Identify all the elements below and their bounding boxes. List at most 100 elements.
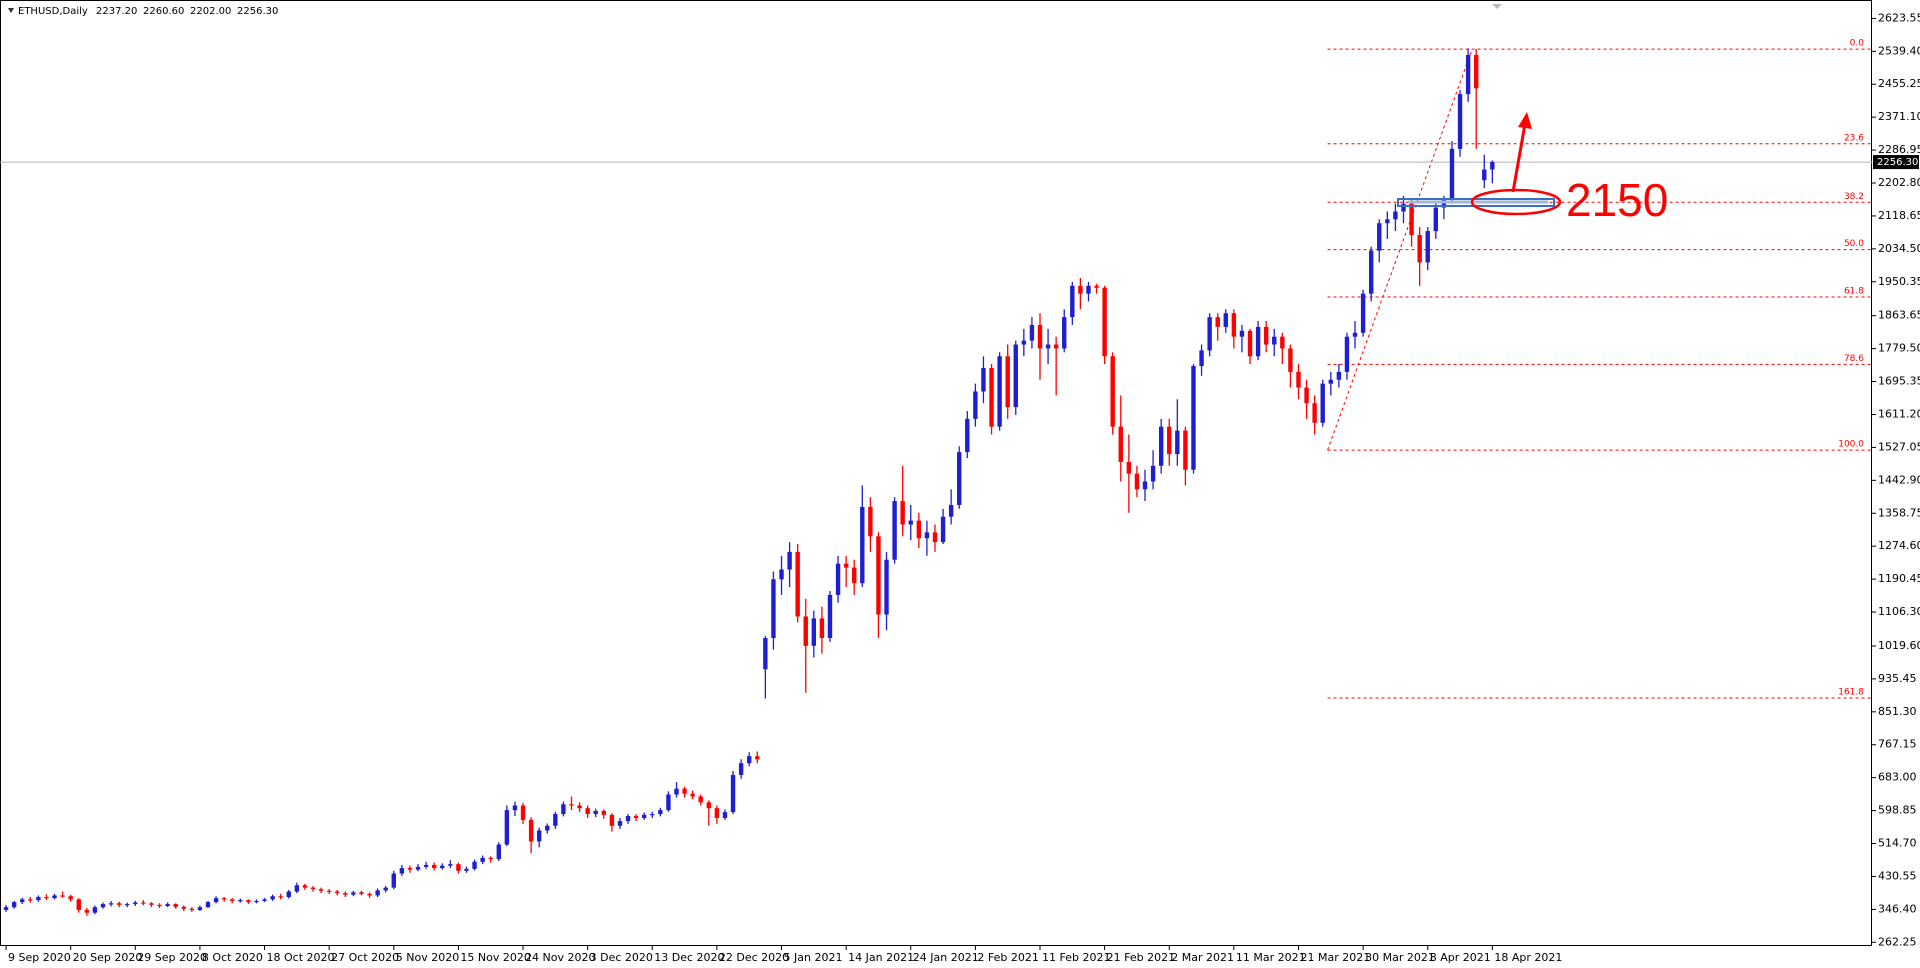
candle-body bbox=[1465, 54, 1471, 95]
candle-body bbox=[1255, 326, 1261, 357]
candle-body bbox=[1191, 366, 1196, 470]
candle-body bbox=[496, 844, 501, 860]
candle-body bbox=[1239, 330, 1245, 337]
candle-body bbox=[1142, 481, 1148, 490]
candle-body bbox=[415, 866, 421, 870]
candle-body bbox=[714, 808, 720, 818]
annotation-text: 2150 bbox=[1566, 174, 1668, 226]
candle-body bbox=[755, 756, 760, 760]
fib-label: 78.6 bbox=[1844, 354, 1864, 364]
candle-body bbox=[601, 810, 607, 815]
candle-body bbox=[682, 788, 687, 794]
candle-body bbox=[545, 825, 550, 831]
candle-body bbox=[28, 899, 33, 901]
header-quote: 2260.60 bbox=[143, 6, 184, 17]
fib-label: 38.2 bbox=[1844, 192, 1864, 202]
y-tick-label: 2371.10 bbox=[1878, 110, 1920, 123]
candle-body bbox=[916, 520, 922, 539]
header-quote: 2202.00 bbox=[190, 6, 231, 17]
candle-body bbox=[464, 868, 469, 871]
candle-body bbox=[706, 802, 712, 809]
arrow-shaft bbox=[1511, 123, 1527, 193]
y-tick-label: 262.25 bbox=[1878, 935, 1917, 948]
x-tick-label: 5 Jan 2021 bbox=[784, 951, 843, 964]
candle-body bbox=[52, 895, 57, 899]
x-tick-label: 30 Mar 2021 bbox=[1365, 951, 1435, 964]
candle-body bbox=[528, 819, 534, 842]
candle-body bbox=[1336, 371, 1342, 380]
candle-body bbox=[1207, 317, 1212, 351]
x-tick-label: 8 Oct 2020 bbox=[202, 951, 263, 964]
candle-body bbox=[569, 804, 574, 806]
plot-frame bbox=[0, 0, 1872, 946]
candle-body bbox=[504, 810, 510, 845]
candle-body bbox=[585, 808, 590, 815]
candle-body bbox=[383, 887, 388, 891]
candle-body bbox=[149, 903, 154, 905]
candle-body bbox=[1102, 287, 1107, 357]
candle-body bbox=[827, 594, 833, 638]
candle-body bbox=[197, 907, 203, 910]
candle-body bbox=[11, 902, 17, 908]
candle-body bbox=[1280, 336, 1285, 349]
candle-body bbox=[189, 908, 195, 910]
candle-body bbox=[181, 906, 186, 909]
candle-body bbox=[125, 904, 130, 906]
candle-body bbox=[1062, 317, 1067, 349]
x-tick-label: 27 Oct 2020 bbox=[331, 951, 399, 964]
y-tick-label: 2286.95 bbox=[1878, 143, 1920, 156]
candle-body bbox=[1344, 336, 1350, 372]
candle-body bbox=[448, 864, 453, 866]
candle-body bbox=[310, 887, 316, 890]
candle-body bbox=[157, 904, 162, 907]
candle-body bbox=[1288, 348, 1293, 372]
candle-body bbox=[1441, 199, 1447, 208]
candle-body bbox=[254, 900, 259, 903]
candle-body bbox=[270, 896, 275, 900]
x-tick-label: 2 Feb 2021 bbox=[977, 951, 1038, 964]
x-tick-label: 2 Mar 2021 bbox=[1171, 951, 1234, 964]
y-tick-label: 1779.50 bbox=[1878, 342, 1920, 355]
candle-body bbox=[1352, 332, 1358, 337]
candle-body bbox=[1368, 250, 1374, 294]
candle-body bbox=[981, 367, 986, 392]
candle-body bbox=[674, 788, 679, 795]
candle-body bbox=[738, 763, 744, 775]
candle-body bbox=[1167, 426, 1172, 455]
candle-body bbox=[1482, 169, 1487, 181]
candle-body bbox=[44, 897, 49, 899]
x-tick-label: 18 Apr 2021 bbox=[1494, 951, 1562, 964]
header-symbol: ETHUSD,Daily bbox=[18, 6, 88, 17]
candle-body bbox=[658, 810, 663, 815]
x-tick-label: 5 Nov 2020 bbox=[396, 951, 459, 964]
candle-body bbox=[771, 579, 776, 638]
y-tick-label: 1442.90 bbox=[1878, 473, 1920, 486]
candle-body bbox=[698, 796, 703, 803]
candle-body bbox=[852, 567, 857, 584]
candle-body bbox=[997, 356, 1002, 427]
candle-body bbox=[84, 909, 90, 913]
fib-label: 50.0 bbox=[1844, 239, 1864, 249]
candle-body bbox=[932, 532, 938, 543]
y-tick-label: 2623.55 bbox=[1878, 11, 1920, 24]
candle-body bbox=[440, 865, 445, 869]
candle-body bbox=[1045, 344, 1051, 349]
candle-body bbox=[819, 618, 825, 638]
price-line: 2256.30 bbox=[0, 155, 1919, 170]
candle-body bbox=[76, 899, 81, 910]
candle-body bbox=[488, 857, 493, 860]
candle-body bbox=[1021, 340, 1027, 345]
candle-body bbox=[141, 902, 146, 904]
candle-body bbox=[1126, 461, 1132, 474]
y-tick-label: 1611.20 bbox=[1878, 407, 1920, 420]
y-tick-label: 767.15 bbox=[1878, 738, 1917, 751]
arrow-head bbox=[1518, 112, 1532, 129]
candle-body bbox=[133, 902, 138, 905]
candle-body bbox=[1183, 430, 1188, 470]
fib-label: 61.8 bbox=[1844, 286, 1864, 296]
candle-body bbox=[577, 805, 582, 809]
candle-body bbox=[1490, 162, 1495, 170]
candle-body bbox=[1070, 285, 1075, 318]
y-tick-label: 598.85 bbox=[1878, 804, 1917, 817]
